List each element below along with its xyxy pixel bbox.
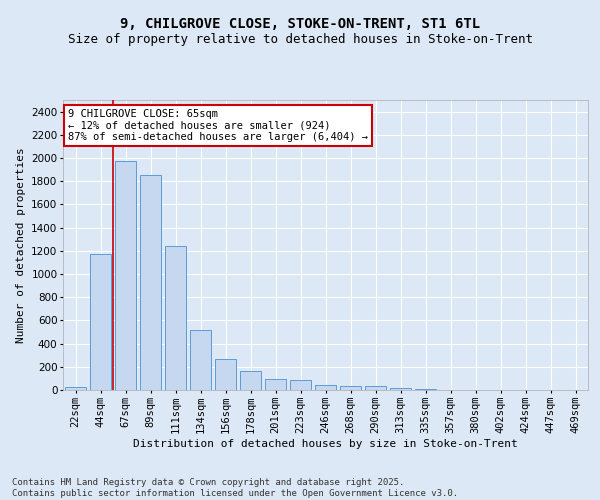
Bar: [340, 386, 361, 390]
Bar: [165, 246, 186, 390]
Bar: [365, 386, 386, 390]
Bar: [290, 380, 311, 390]
Y-axis label: Number of detached properties: Number of detached properties: [16, 147, 26, 343]
Bar: [390, 388, 411, 390]
Bar: [315, 385, 336, 390]
Bar: [265, 379, 286, 390]
X-axis label: Distribution of detached houses by size in Stoke-on-Trent: Distribution of detached houses by size …: [133, 438, 518, 448]
Text: Size of property relative to detached houses in Stoke-on-Trent: Size of property relative to detached ho…: [67, 32, 533, 46]
Text: 9 CHILGROVE CLOSE: 65sqm
← 12% of detached houses are smaller (924)
87% of semi-: 9 CHILGROVE CLOSE: 65sqm ← 12% of detach…: [68, 108, 368, 142]
Bar: [65, 388, 86, 390]
Bar: [240, 372, 261, 390]
Bar: [215, 358, 236, 390]
Bar: [115, 161, 136, 390]
Text: 9, CHILGROVE CLOSE, STOKE-ON-TRENT, ST1 6TL: 9, CHILGROVE CLOSE, STOKE-ON-TRENT, ST1 …: [120, 18, 480, 32]
Bar: [190, 330, 211, 390]
Bar: [140, 176, 161, 390]
Bar: [90, 254, 111, 390]
Text: Contains HM Land Registry data © Crown copyright and database right 2025.
Contai: Contains HM Land Registry data © Crown c…: [12, 478, 458, 498]
